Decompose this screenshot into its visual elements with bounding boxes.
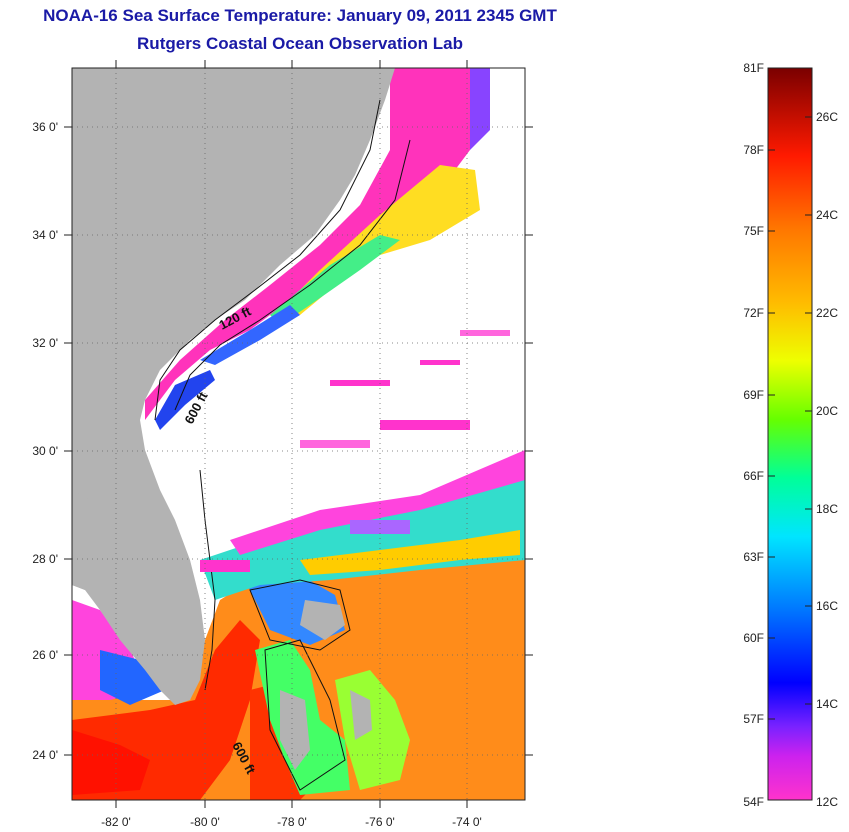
colorbar: 81F 78F 75F 72F 69F 66F 63F 60F 57F 54F … bbox=[743, 61, 838, 809]
grand-bahama-island bbox=[300, 600, 345, 640]
colorbar-c-label: 14C bbox=[816, 697, 838, 711]
warm-core-south bbox=[72, 730, 150, 795]
map-title: NOAA-16 Sea Surface Temperature: January… bbox=[43, 6, 557, 25]
front-blue-south bbox=[155, 370, 215, 430]
colorbar-f-label: 66F bbox=[743, 469, 764, 483]
lon-tick-label: -74 0' bbox=[452, 815, 482, 829]
colorbar-f-label: 81F bbox=[743, 61, 764, 75]
colorbar-f-label: 57F bbox=[743, 712, 764, 726]
colorbar-c-label: 20C bbox=[816, 404, 838, 418]
colorbar-f-label: 69F bbox=[743, 388, 764, 402]
eleuthera-island bbox=[350, 690, 372, 740]
colorbar-gradient bbox=[767, 67, 813, 801]
contour-600ft bbox=[174, 139, 411, 411]
contour-little-bahama bbox=[249, 579, 351, 651]
colorbar-f-label: 75F bbox=[743, 224, 764, 238]
colorbar-f-label: 60F bbox=[743, 631, 764, 645]
front-blue bbox=[200, 305, 300, 365]
contour-120ft bbox=[154, 99, 381, 421]
lat-tick-label: 32 0' bbox=[32, 336, 58, 350]
pixel-speckles bbox=[200, 330, 510, 572]
map-frame bbox=[71, 67, 526, 801]
lat-tick-label: 26 0' bbox=[32, 648, 58, 662]
colorbar-c-label: 22C bbox=[816, 306, 838, 320]
lon-tick-label: -76 0' bbox=[365, 815, 395, 829]
colorbar-f-label: 63F bbox=[743, 550, 764, 564]
lon-tick-label: -82 0' bbox=[101, 815, 131, 829]
lat-tick-label: 36 0' bbox=[32, 120, 58, 134]
lat-tick-label: 34 0' bbox=[32, 228, 58, 242]
colorbar-c-label: 16C bbox=[816, 599, 838, 613]
lon-tick-label: -78 0' bbox=[277, 815, 307, 829]
lat-tick-label: 28 0' bbox=[32, 552, 58, 566]
front-green bbox=[270, 235, 400, 325]
colorbar-c-label: 24C bbox=[816, 208, 838, 222]
cold-shelf-water bbox=[145, 68, 470, 420]
cold-water-north bbox=[470, 68, 490, 150]
lat-tick-label: 24 0' bbox=[32, 748, 58, 762]
lon-tick-label: -80 0' bbox=[190, 815, 220, 829]
contour-florida-shelf bbox=[199, 469, 216, 691]
lat-tick-label: 30 0' bbox=[32, 444, 58, 458]
andros-island bbox=[280, 690, 310, 770]
colorbar-f-label: 78F bbox=[743, 143, 764, 157]
colorbar-c-label: 26C bbox=[816, 110, 838, 124]
map-subtitle: Rutgers Coastal Ocean Observation Lab bbox=[137, 34, 463, 53]
map-area bbox=[72, 68, 525, 800]
colorbar-c-label: 18C bbox=[816, 502, 838, 516]
colorbar-f-label: 72F bbox=[743, 306, 764, 320]
warm-streak bbox=[300, 530, 520, 575]
graticule bbox=[72, 68, 525, 800]
colorbar-c-label: 12C bbox=[816, 795, 838, 809]
cool-band-south bbox=[230, 450, 525, 555]
axis-ticks bbox=[64, 60, 533, 808]
contour-great-bahama bbox=[264, 639, 346, 791]
colorbar-f-label: 54F bbox=[743, 795, 764, 809]
land-mass bbox=[72, 68, 395, 705]
florida-panhandle bbox=[72, 490, 100, 590]
